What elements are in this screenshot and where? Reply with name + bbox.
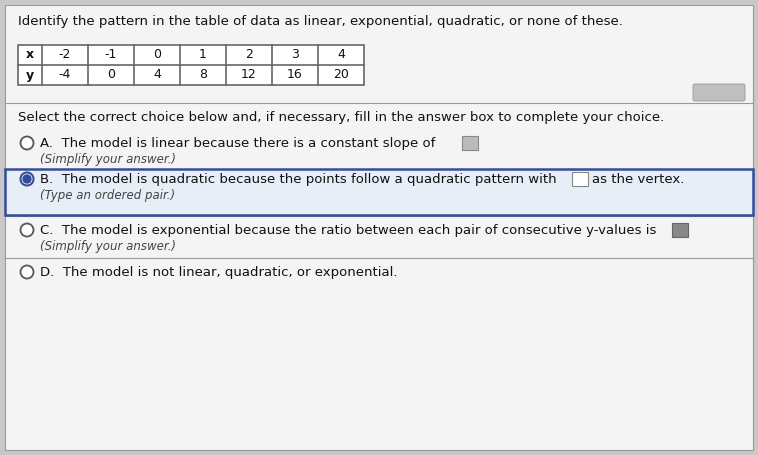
FancyBboxPatch shape xyxy=(5,5,753,450)
Circle shape xyxy=(23,175,31,183)
Text: 4: 4 xyxy=(153,69,161,81)
Text: -1: -1 xyxy=(105,49,117,61)
Text: 0: 0 xyxy=(107,69,115,81)
FancyBboxPatch shape xyxy=(5,169,753,215)
Text: Identify the pattern in the table of data as linear, exponential, quadratic, or : Identify the pattern in the table of dat… xyxy=(18,15,623,28)
Text: 1: 1 xyxy=(199,49,207,61)
Text: 4: 4 xyxy=(337,49,345,61)
Text: x: x xyxy=(26,49,34,61)
FancyBboxPatch shape xyxy=(693,84,745,101)
Text: (Type an ordered pair.): (Type an ordered pair.) xyxy=(40,189,175,202)
Text: B.  The model is quadratic because the points follow a quadratic pattern with: B. The model is quadratic because the po… xyxy=(40,173,556,186)
Text: -4: -4 xyxy=(59,69,71,81)
Circle shape xyxy=(20,266,33,278)
Text: Select the correct choice below and, if necessary, fill in the answer box to com: Select the correct choice below and, if … xyxy=(18,111,664,124)
Text: C.  The model is exponential because the ratio between each pair of consecutive : C. The model is exponential because the … xyxy=(40,224,656,237)
Text: (Simplify your answer.): (Simplify your answer.) xyxy=(40,240,176,253)
Circle shape xyxy=(20,172,33,186)
Text: 0: 0 xyxy=(153,49,161,61)
Text: (Simplify your answer.): (Simplify your answer.) xyxy=(40,153,176,166)
FancyBboxPatch shape xyxy=(572,172,588,186)
Text: 8: 8 xyxy=(199,69,207,81)
Bar xyxy=(18,45,364,85)
Text: 20: 20 xyxy=(333,69,349,81)
FancyBboxPatch shape xyxy=(672,223,688,237)
Text: 12: 12 xyxy=(241,69,257,81)
Text: 16: 16 xyxy=(287,69,303,81)
Text: D.  The model is not linear, quadratic, or exponential.: D. The model is not linear, quadratic, o… xyxy=(40,266,397,279)
FancyBboxPatch shape xyxy=(462,136,478,150)
Text: as the vertex.: as the vertex. xyxy=(592,173,684,186)
Circle shape xyxy=(20,223,33,237)
Text: A.  The model is linear because there is a constant slope of: A. The model is linear because there is … xyxy=(40,137,435,150)
Text: -2: -2 xyxy=(59,49,71,61)
Text: 3: 3 xyxy=(291,49,299,61)
Circle shape xyxy=(20,136,33,150)
Text: 2: 2 xyxy=(245,49,253,61)
Text: y: y xyxy=(26,69,34,81)
